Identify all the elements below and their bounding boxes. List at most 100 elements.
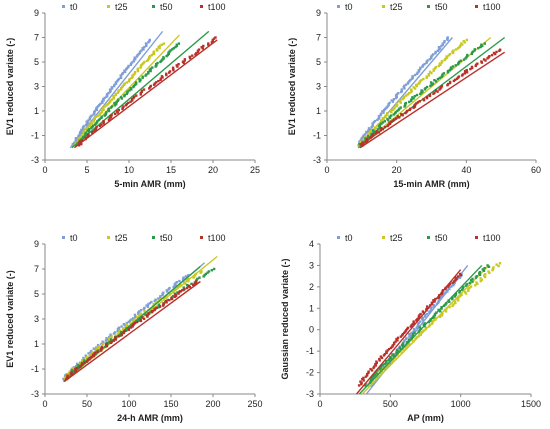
data-point <box>393 106 396 109</box>
data-point <box>457 299 460 302</box>
data-point <box>114 336 117 339</box>
data-point <box>458 295 462 298</box>
data-point <box>388 101 391 105</box>
data-point <box>434 80 438 83</box>
data-point <box>487 270 490 273</box>
series-t100 <box>356 269 463 395</box>
data-point <box>420 89 423 92</box>
data-point <box>386 349 389 352</box>
legend-item-t0: t0 <box>337 233 353 243</box>
y-tick-label: -1 <box>31 364 39 374</box>
data-point <box>97 114 100 117</box>
data-point <box>465 68 468 72</box>
data-point <box>419 66 422 69</box>
data-point <box>135 94 138 97</box>
data-point <box>417 316 421 320</box>
x-tick-label: 150 <box>163 399 178 409</box>
data-point <box>123 93 127 97</box>
data-point <box>123 69 126 72</box>
data-point <box>149 84 153 88</box>
data-point <box>91 351 94 354</box>
data-point <box>95 106 99 109</box>
y-tick-label: 0 <box>309 325 314 335</box>
data-point <box>391 108 395 111</box>
data-point <box>165 289 168 292</box>
data-point <box>110 86 114 89</box>
data-point <box>121 106 124 109</box>
data-point <box>131 74 134 77</box>
data-point <box>197 48 201 51</box>
data-point <box>441 42 444 45</box>
data-point <box>403 339 406 342</box>
data-point <box>459 274 463 277</box>
data-point <box>210 41 214 44</box>
y-tick-label: 7 <box>34 264 39 274</box>
data-point <box>437 296 440 299</box>
data-point <box>109 333 112 336</box>
data-point <box>442 72 446 75</box>
data-point <box>405 327 409 331</box>
data-point <box>398 116 401 119</box>
data-point <box>87 128 91 131</box>
chart-5min-amr: 0 5 10 15 20 25 -3 -1 1 3 5 7 9 5-min AMR (mm) EV1 red… <box>5 2 260 189</box>
data-point <box>375 377 378 380</box>
data-point <box>126 324 129 328</box>
data-point <box>386 105 389 108</box>
data-point <box>139 92 143 95</box>
data-point <box>74 367 77 371</box>
data-point <box>211 39 214 43</box>
data-point <box>415 102 418 105</box>
data-point <box>147 70 150 74</box>
data-point <box>423 62 426 66</box>
data-point <box>461 73 465 76</box>
legend-label: t0 <box>345 2 353 12</box>
data-point <box>453 295 457 298</box>
data-point <box>475 281 478 284</box>
data-point <box>100 115 103 118</box>
data-point <box>367 129 370 132</box>
data-point <box>395 350 398 353</box>
data-point <box>99 102 102 106</box>
x-tick-label: 0 <box>42 399 47 409</box>
data-point <box>426 59 429 62</box>
data-point <box>72 370 76 373</box>
data-point <box>172 67 175 71</box>
data-point <box>451 281 454 284</box>
data-point <box>394 340 397 343</box>
x-tick-label: 20 <box>392 165 402 175</box>
data-point <box>420 78 423 82</box>
data-point <box>381 110 384 113</box>
data-point <box>371 376 374 379</box>
data-point <box>387 104 390 107</box>
data-point <box>480 43 483 46</box>
data-point <box>444 57 447 61</box>
data-point <box>170 296 173 300</box>
data-point <box>168 298 171 302</box>
data-point <box>107 92 110 95</box>
data-point <box>168 70 172 73</box>
data-point <box>441 73 444 76</box>
data-point <box>82 356 85 360</box>
data-point <box>403 331 406 335</box>
data-point <box>125 67 129 70</box>
data-point <box>142 88 146 91</box>
data-point <box>364 135 367 139</box>
data-point <box>479 45 482 49</box>
data-point <box>440 60 444 63</box>
data-point <box>145 73 148 76</box>
y-tick-label: 5 <box>34 289 39 299</box>
data-point <box>380 119 383 122</box>
data-point <box>391 353 394 356</box>
legend-item-t25: t25 <box>382 2 403 12</box>
data-point <box>437 299 441 302</box>
data-point <box>370 369 374 372</box>
data-point <box>448 300 451 304</box>
data-point <box>108 88 112 91</box>
data-point <box>133 95 136 99</box>
data-point <box>358 142 361 146</box>
data-point <box>437 64 440 68</box>
data-point <box>359 140 363 143</box>
data-point <box>136 67 140 70</box>
series-t25 <box>361 262 502 395</box>
y-tick-label: 2 <box>309 282 314 292</box>
